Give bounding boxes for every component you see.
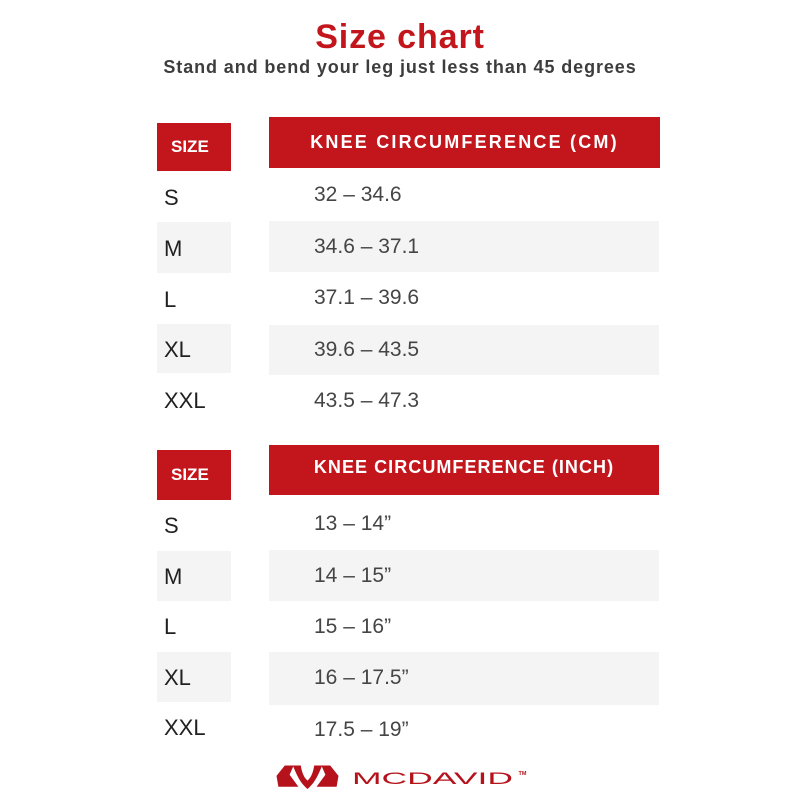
svg-text:MCDAVID: MCDAVID (352, 769, 513, 788)
svg-text:TM: TM (519, 771, 527, 777)
